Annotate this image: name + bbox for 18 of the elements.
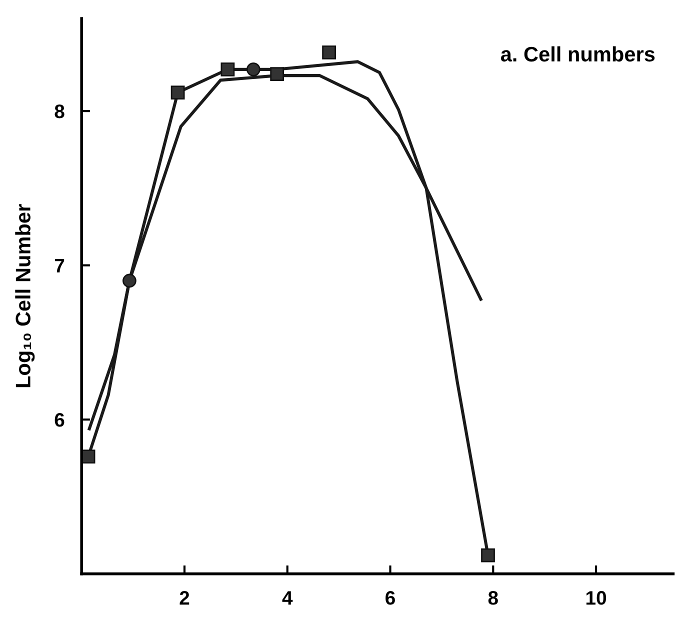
x-tick-label: 2 [180,590,190,605]
point [481,548,495,562]
point [246,62,260,76]
y-tick-label: 8 [54,104,64,118]
x-tick-label: 8 [488,590,498,605]
y-tick-label: 7 [54,258,64,272]
x-tick-label: 10 [586,590,606,605]
point [322,46,336,60]
x-tick-label: 6 [386,590,395,605]
point [170,86,185,100]
point [270,67,284,81]
y-axis-title: Log₁₀ Cell Number [15,204,35,388]
point [122,274,136,288]
point [82,450,96,464]
x-tick-label: 4 [282,591,293,605]
y-tick-label: 6 [54,413,64,427]
text: a. Cell numbers [500,46,655,62]
point [220,62,235,76]
